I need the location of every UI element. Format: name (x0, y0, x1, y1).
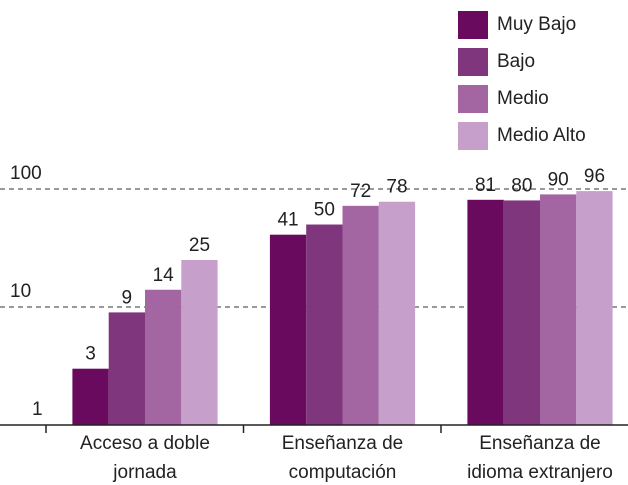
x-tick-label: idioma extranjero (467, 462, 613, 483)
x-tick-label: Enseñanza de (479, 433, 601, 454)
bar (540, 194, 577, 425)
bar (503, 200, 540, 425)
value-label: 9 (122, 287, 133, 308)
bar (181, 260, 218, 425)
legend-label: Muy Bajo (497, 14, 576, 35)
value-label: 3 (85, 344, 96, 365)
bar (467, 199, 504, 425)
value-label: 80 (511, 175, 532, 196)
x-tick-label: Acceso a doble (80, 433, 210, 454)
y-tick-label: 100 (10, 163, 42, 184)
bar (145, 289, 182, 425)
value-label: 78 (386, 177, 407, 198)
y-tick-label: 1 (32, 399, 43, 420)
bar (378, 201, 416, 425)
legend-swatch (458, 48, 488, 76)
bar (306, 224, 343, 425)
legend-swatch (458, 122, 488, 150)
value-label: 50 (314, 200, 335, 221)
value-label: 81 (475, 175, 496, 196)
legend-swatch (458, 85, 488, 113)
y-tick-label: 10 (10, 281, 31, 302)
legend-label: Medio (497, 88, 549, 109)
bar (269, 234, 307, 425)
value-label: 14 (153, 265, 175, 286)
legend-swatch (458, 11, 488, 39)
value-label: 90 (548, 169, 569, 190)
x-tick-label: computación (289, 462, 397, 483)
legend-label: Medio Alto (497, 125, 586, 146)
value-label: 72 (350, 181, 371, 202)
bar (576, 191, 613, 425)
x-tick-label: jornada (112, 462, 177, 483)
x-tick-label: Enseñanza de (282, 433, 404, 454)
bar (108, 312, 145, 425)
legend-label: Bajo (497, 51, 535, 72)
bar (72, 368, 109, 425)
value-label: 41 (277, 210, 298, 231)
bar (342, 205, 379, 425)
value-label: 25 (189, 235, 210, 256)
value-label: 96 (584, 166, 605, 187)
